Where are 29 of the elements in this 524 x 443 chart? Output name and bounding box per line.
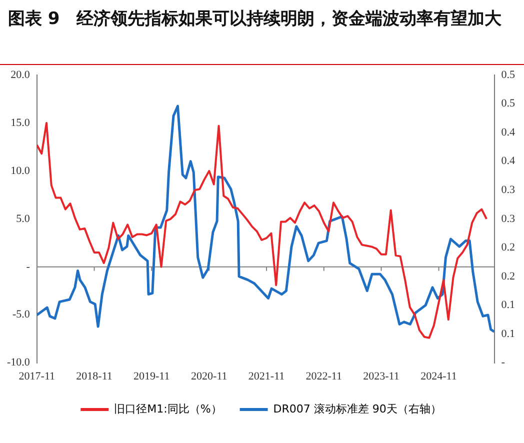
y2-tick-label: 0.2 xyxy=(501,242,515,254)
y2-tick-label: 0.4 xyxy=(501,126,516,138)
y-tick-label: - xyxy=(26,260,30,273)
y-tick-label: -10.0 xyxy=(6,356,30,369)
y-tick-label: 15.0 xyxy=(10,116,30,129)
y-tick-label: 5.0 xyxy=(16,212,30,225)
x-tick-label: 2017-11 xyxy=(18,370,56,382)
legend-label: DR007 滚动标准差 90天（右轴） xyxy=(273,402,442,416)
y2-tick-label: 0.1 xyxy=(501,299,515,312)
y2-tick-label: 0.4 xyxy=(501,155,516,168)
y-tick-label: 10.0 xyxy=(10,164,30,177)
y-tick-label: 20.0 xyxy=(10,68,30,81)
x-tick-label: 2019-11 xyxy=(134,370,170,382)
x-tick-label: 2021-11 xyxy=(248,370,285,382)
y2-tick-label: 0.5 xyxy=(501,98,516,110)
y2-tick-label: 0.1 xyxy=(501,328,515,340)
x-tick-label: 2023-11 xyxy=(363,370,400,382)
legend-label: 旧口径M1:同比（%） xyxy=(114,402,222,416)
y2-tick-label: 0.3 xyxy=(501,212,516,225)
x-tick-label: 2018-11 xyxy=(76,370,112,382)
y2-tick-label: 0.5 xyxy=(501,68,516,81)
y2-tick-label: 0.2 xyxy=(501,270,515,282)
y-tick-label: -5.0 xyxy=(12,308,30,321)
x-tick-label: 2020-11 xyxy=(191,370,228,382)
y2-tick-label: - xyxy=(501,356,506,369)
x-tick-label: 2024-11 xyxy=(420,370,457,382)
x-tick-label: 2022-11 xyxy=(306,370,342,382)
y2-tick-label: 0.3 xyxy=(501,184,516,196)
chart-title: 图表 9 经济领先指标如果可以持续明朗，资金端波动率有望加大 xyxy=(0,0,524,65)
